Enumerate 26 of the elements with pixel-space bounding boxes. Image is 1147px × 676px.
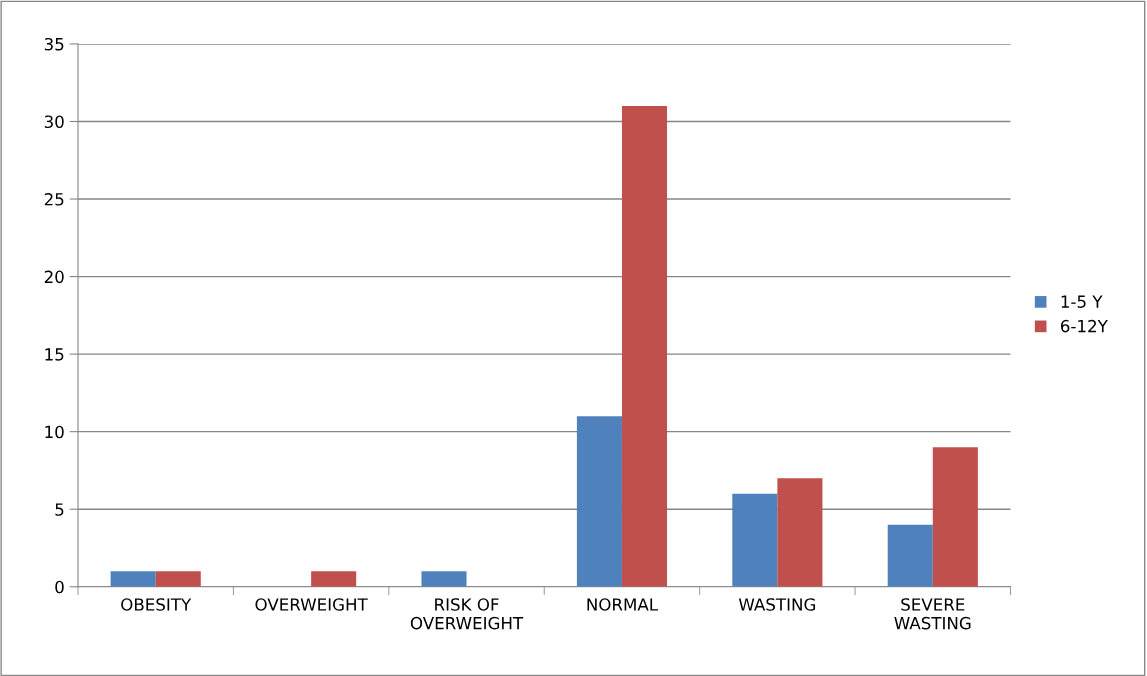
x-tick-label: NORMAL bbox=[587, 598, 658, 611]
x-tick-label: WASTING bbox=[738, 598, 816, 611]
y-tick-label: 5 bbox=[55, 503, 64, 516]
x-tick-label: OBESITY bbox=[121, 598, 192, 611]
bar bbox=[932, 447, 978, 587]
x-tick-label: SEVERE WASTING bbox=[894, 598, 971, 630]
bar bbox=[110, 571, 156, 587]
legend-label: 6-12Y bbox=[1061, 319, 1108, 333]
y-tick-label: 35 bbox=[44, 37, 64, 51]
bar bbox=[576, 416, 622, 587]
bar bbox=[421, 571, 467, 587]
y-tick-label: 25 bbox=[44, 193, 64, 206]
y-tick-label: 15 bbox=[45, 348, 64, 361]
bar bbox=[777, 478, 823, 587]
y-tick-label: 30 bbox=[44, 115, 64, 129]
bar bbox=[887, 524, 933, 587]
bar bbox=[732, 493, 778, 587]
legend-label: 1-5 Y bbox=[1061, 295, 1103, 308]
y-tick-label: 10 bbox=[45, 425, 64, 439]
bar bbox=[621, 105, 668, 587]
y-tick-label: 20 bbox=[44, 270, 64, 284]
bar bbox=[155, 571, 201, 587]
x-tick-label: OVERWEIGHT bbox=[255, 598, 368, 611]
y-tick-label: 0 bbox=[55, 580, 64, 594]
x-tick-label: RISK OF OVERWEIGHT bbox=[410, 598, 524, 630]
bar bbox=[311, 571, 357, 587]
